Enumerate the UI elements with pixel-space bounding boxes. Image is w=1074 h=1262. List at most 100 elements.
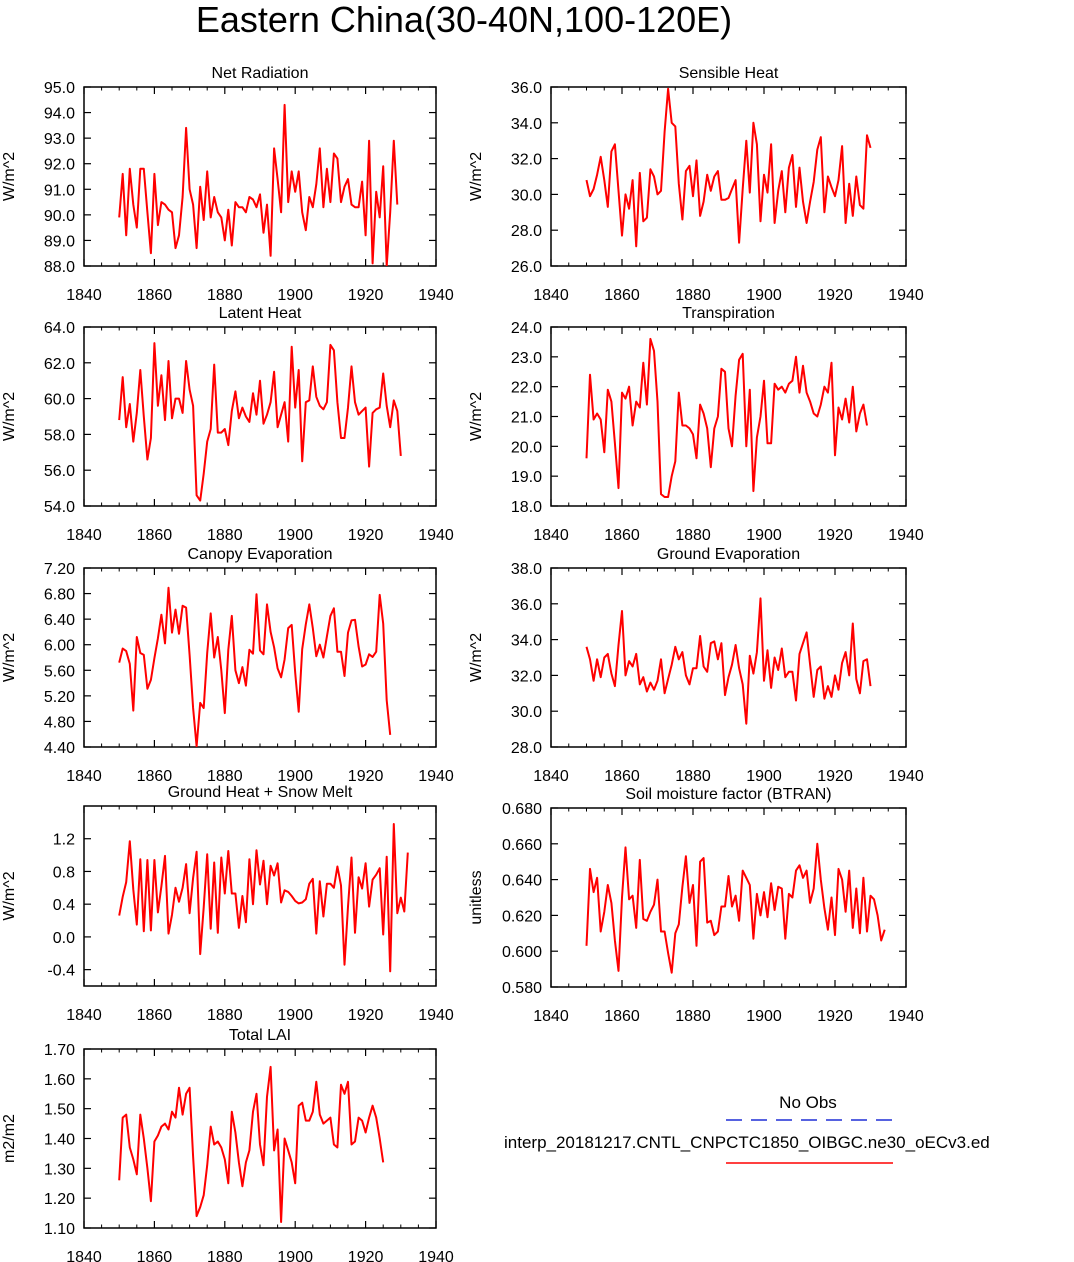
x-tick-label: 1840 (533, 768, 569, 785)
y-axis-label: W/m^2 (1, 392, 18, 441)
y-tick-label: 18.0 (511, 499, 542, 516)
panel-title: Soil moisture factor (BTRAN) (625, 786, 831, 803)
y-tick-label: 64.0 (44, 320, 75, 337)
panel-title: Sensible Heat (679, 65, 779, 82)
x-tick-label: 1860 (604, 768, 640, 785)
y-axis-label: W/m^2 (468, 152, 485, 201)
y-tick-label: 38.0 (511, 561, 542, 578)
y-tick-label: 89.0 (44, 233, 75, 250)
x-tick-label: 1900 (277, 768, 313, 785)
y-tick-label: 0.4 (53, 897, 75, 914)
x-tick-label: 1940 (418, 527, 454, 544)
panel-5: Canopy Evaporation W/m^2 1840 1860 1880 1900 1… (1, 546, 454, 785)
x-tick-label: 1900 (746, 527, 782, 544)
y-tick-label: 5.20 (44, 689, 75, 706)
x-tick-label: 1900 (277, 1007, 313, 1024)
y-tick-label: 1.2 (53, 832, 75, 849)
plot-frame (83, 805, 437, 987)
y-tick-label: 95.0 (44, 80, 75, 97)
panel-title: Transpiration (682, 305, 775, 322)
y-tick-label: 62.0 (44, 356, 75, 373)
y-tick-label: 32.0 (511, 668, 542, 685)
x-tick-label: 1880 (207, 1007, 243, 1024)
y-tick-label: 92.0 (44, 157, 75, 174)
x-tick-label: 1900 (746, 1008, 782, 1025)
x-tick-label: 1840 (66, 768, 102, 785)
series-line (585, 337, 868, 498)
y-tick-label: 60.0 (44, 392, 75, 409)
y-tick-label: 0.0 (53, 930, 75, 947)
figure-title: Eastern China(30-40N,100-120E) (196, 0, 732, 40)
y-tick-label: 56.0 (44, 463, 75, 480)
y-tick-label: 0.680 (502, 801, 542, 818)
panel-2: Sensible Heat W/m^2 1840 1860 1880 1900 1920 19… (468, 65, 924, 304)
series-line (118, 342, 402, 502)
series-line (118, 1065, 385, 1223)
x-tick-label: 1940 (418, 1007, 454, 1024)
y-tick-label: 4.40 (44, 740, 75, 757)
plot-frame (550, 807, 907, 988)
series-line (585, 597, 872, 725)
panel-4: Transpiration W/m^2 1840 1860 1880 1900 1920 19… (468, 305, 924, 544)
y-tick-label: 54.0 (44, 499, 75, 516)
x-tick-label: 1880 (675, 1008, 711, 1025)
panel-3: Latent Heat W/m^2 1840 1860 1880 1900 1920 1940… (1, 305, 454, 544)
x-tick-label: 1940 (888, 287, 924, 304)
x-tick-label: 1940 (418, 287, 454, 304)
y-tick-label: 28.0 (511, 740, 542, 757)
x-tick-label: 1920 (817, 768, 853, 785)
x-tick-label: 1860 (137, 1249, 173, 1262)
y-tick-label: 1.30 (44, 1161, 75, 1178)
x-tick-label: 1900 (277, 1249, 313, 1262)
y-tick-label: -0.4 (47, 963, 75, 980)
x-tick-label: 1880 (207, 768, 243, 785)
legend: No Obs interp_20181217.CNTL_CNPCTC1850_O… (504, 1093, 990, 1164)
y-tick-label: 6.00 (44, 638, 75, 655)
y-tick-label: 88.0 (44, 259, 75, 276)
panel-title: Latent Heat (219, 305, 302, 322)
x-tick-label: 1920 (348, 1249, 384, 1262)
x-tick-label: 1840 (66, 1249, 102, 1262)
y-axis-label: W/m^2 (468, 633, 485, 682)
panel-title: Canopy Evaporation (188, 546, 333, 563)
y-tick-label: 5.60 (44, 663, 75, 680)
x-tick-label: 1920 (348, 1007, 384, 1024)
x-tick-label: 1860 (137, 527, 173, 544)
y-tick-label: 21.0 (511, 410, 542, 427)
y-tick-label: 6.40 (44, 612, 75, 629)
x-tick-label: 1880 (675, 527, 711, 544)
y-tick-label: 1.40 (44, 1132, 75, 1149)
y-tick-label: 1.20 (44, 1191, 75, 1208)
y-axis-label: unitless (468, 870, 485, 924)
y-tick-label: 36.0 (511, 597, 542, 614)
x-tick-label: 1920 (817, 287, 853, 304)
x-tick-label: 1940 (418, 768, 454, 785)
panel-1: Net Radiation W/m^2 1840 1860 1880 1900 1920 19… (1, 65, 454, 304)
x-tick-label: 1860 (604, 287, 640, 304)
y-tick-label: 93.0 (44, 131, 75, 148)
x-tick-label: 1840 (66, 1007, 102, 1024)
y-tick-label: 1.50 (44, 1102, 75, 1119)
x-tick-label: 1880 (207, 287, 243, 304)
x-tick-label: 1860 (137, 768, 173, 785)
series-line (585, 842, 886, 974)
panel-title: Net Radiation (212, 65, 309, 82)
y-tick-label: 32.0 (511, 152, 542, 169)
y-tick-label: 0.640 (502, 873, 542, 890)
x-tick-label: 1860 (137, 1007, 173, 1024)
y-tick-label: 34.0 (511, 633, 542, 650)
x-tick-label: 1880 (207, 1249, 243, 1262)
x-tick-label: 1840 (533, 527, 569, 544)
panel-title: Total LAI (229, 1027, 291, 1044)
y-tick-label: 36.0 (511, 80, 542, 97)
y-tick-label: 91.0 (44, 182, 75, 199)
legend-label-obs: No Obs (779, 1093, 837, 1112)
y-tick-label: 1.70 (44, 1042, 75, 1059)
panel-8: Soil moisture factor (BTRAN) unitless 1840… (468, 786, 924, 1025)
panel-7: Ground Heat + Snow Melt W/m^2 1840 1860 1880… (1, 784, 454, 1024)
x-tick-label: 1920 (817, 1008, 853, 1025)
y-axis-label: W/m^2 (468, 392, 485, 441)
series-line (118, 103, 399, 266)
y-tick-label: 23.0 (511, 350, 542, 367)
